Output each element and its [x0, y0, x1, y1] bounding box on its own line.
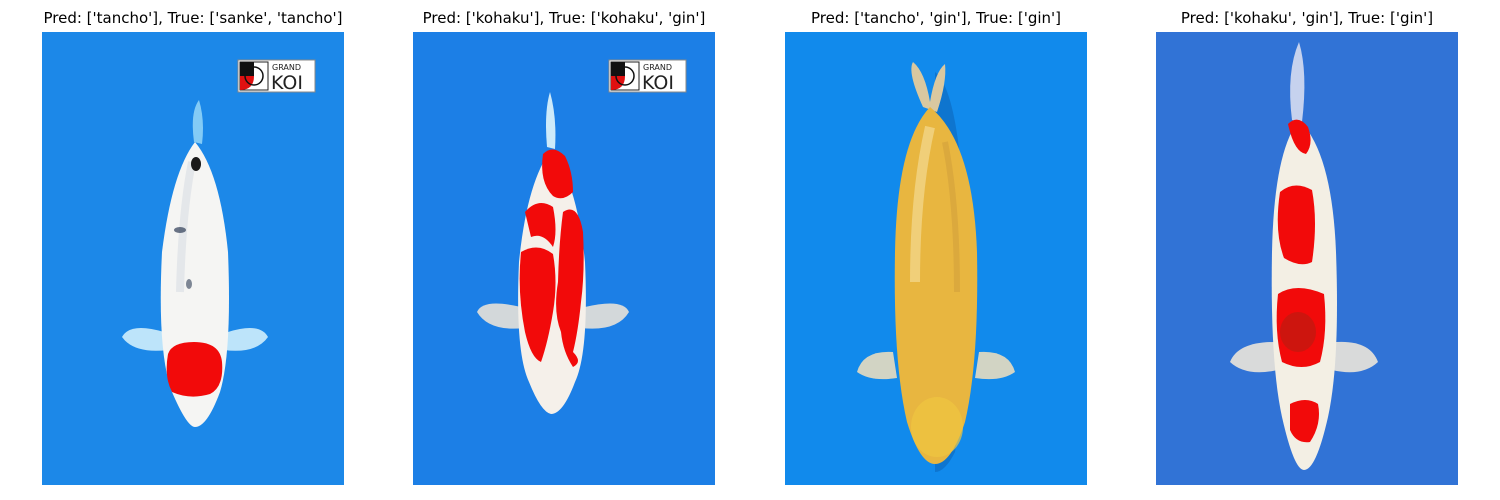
panel-3: Pred: ['tancho', 'gin'], True: ['gin']: [785, 0, 1087, 500]
red-patch: [525, 203, 556, 247]
koi-photo-1: GRAND KOI: [42, 32, 344, 485]
koi-image: GRAND KOI: [42, 32, 344, 485]
panel-4: Pred: ['kohaku', 'gin'], True: ['gin']: [1156, 0, 1458, 500]
koi-image: [1156, 32, 1458, 485]
red-patch: [1277, 185, 1315, 265]
koi-image: [785, 32, 1087, 485]
panel-1: Pred: ['tancho'], True: ['sanke', 'tanch…: [42, 0, 344, 500]
panel-title: Pred: ['kohaku'], True: ['kohaku', 'gin'…: [422, 9, 706, 27]
red-spot: [166, 342, 223, 397]
koi-photo-3: [785, 32, 1087, 485]
grand-koi-logo: GRAND KOI: [608, 59, 687, 94]
logo-main-text: KOI: [642, 72, 674, 94]
panel-title: Pred: ['tancho', 'gin'], True: ['gin']: [811, 9, 1061, 27]
koi-photo-2: GRAND KOI: [413, 32, 715, 485]
logo-main-text: KOI: [271, 72, 303, 94]
red-patch: [1288, 119, 1311, 154]
red-patch: [556, 209, 584, 367]
red-patch: [519, 247, 556, 362]
logo-top-text: GRAND: [272, 63, 301, 72]
red-patch: [1290, 400, 1319, 443]
koi-image: GRAND KOI: [413, 32, 715, 485]
panel-2: Pred: ['kohaku'], True: ['kohaku', 'gin'…: [413, 0, 715, 500]
red-patch: [542, 149, 573, 199]
logo-top-text: GRAND: [643, 63, 672, 72]
grand-koi-logo: GRAND KOI: [237, 59, 316, 94]
panel-title: Pred: ['kohaku', 'gin'], True: ['gin']: [1180, 9, 1434, 27]
panel-title: Pred: ['tancho'], True: ['sanke', 'tanch…: [43, 9, 343, 27]
red-patch: [1276, 288, 1326, 367]
koi-photo-4: [1156, 32, 1458, 485]
